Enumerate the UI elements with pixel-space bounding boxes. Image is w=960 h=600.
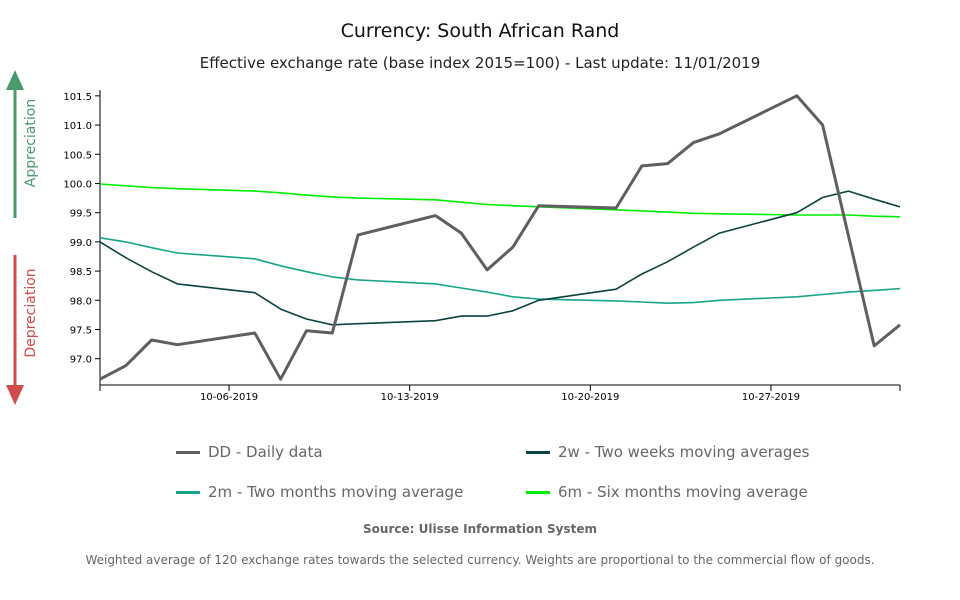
y-tick-label: 97.0 <box>70 355 92 366</box>
legend-2w[interactable]: 2w - Two weeks moving averages <box>526 443 810 461</box>
series-line-6m <box>99 183 901 218</box>
y-tick-label: 97.5 <box>70 326 92 337</box>
legend-swatch <box>176 490 200 494</box>
appreciation-label: Appreciation <box>23 98 39 188</box>
y-tick-label: 98.0 <box>70 296 92 307</box>
series-line-2w <box>99 190 901 326</box>
y-tick-label: 98.5 <box>70 267 92 278</box>
chart-title: Currency: South African Rand <box>340 20 620 42</box>
legend-6m[interactable]: 6m - Six months moving average <box>526 483 808 501</box>
source-text: Source: Ulisse Information System <box>363 522 597 536</box>
legend-label: 2w - Two weeks moving averages <box>558 443 810 461</box>
depreciation-arrow-icon <box>6 385 24 405</box>
x-tick-label: 10-20-2019 <box>561 392 619 403</box>
appreciation-arrow-icon <box>6 70 24 90</box>
y-tick-label: 101.5 <box>63 92 92 103</box>
x-tick-label: 10-13-2019 <box>381 392 439 403</box>
y-tick-label: 100.0 <box>63 179 92 190</box>
legend-swatch <box>176 450 200 454</box>
legend-swatch <box>526 490 550 494</box>
x-tick-label: 10-27-2019 <box>742 392 800 403</box>
chart-subtitle: Effective exchange rate (base index 2015… <box>199 54 761 72</box>
legend-swatch <box>526 450 550 454</box>
series-line-dd <box>99 94 901 381</box>
series-line-2m <box>99 237 901 305</box>
legend-label: 2m - Two months moving average <box>208 483 464 501</box>
legend-dd[interactable]: DD - Daily data <box>176 443 323 461</box>
depreciation-label: Depreciation <box>23 268 39 358</box>
legend-label: 6m - Six months moving average <box>558 483 808 501</box>
y-tick-label: 99.0 <box>70 238 92 249</box>
footnote: Weighted average of 120 exchange rates t… <box>85 553 875 567</box>
legend-label: DD - Daily data <box>208 443 323 461</box>
y-tick-label: 101.0 <box>63 121 92 132</box>
y-tick-label: 100.5 <box>63 150 92 161</box>
x-tick-label: 10-06-2019 <box>200 392 258 403</box>
legend-2m[interactable]: 2m - Two months moving average <box>176 483 463 501</box>
y-tick-label: 99.5 <box>70 209 92 220</box>
